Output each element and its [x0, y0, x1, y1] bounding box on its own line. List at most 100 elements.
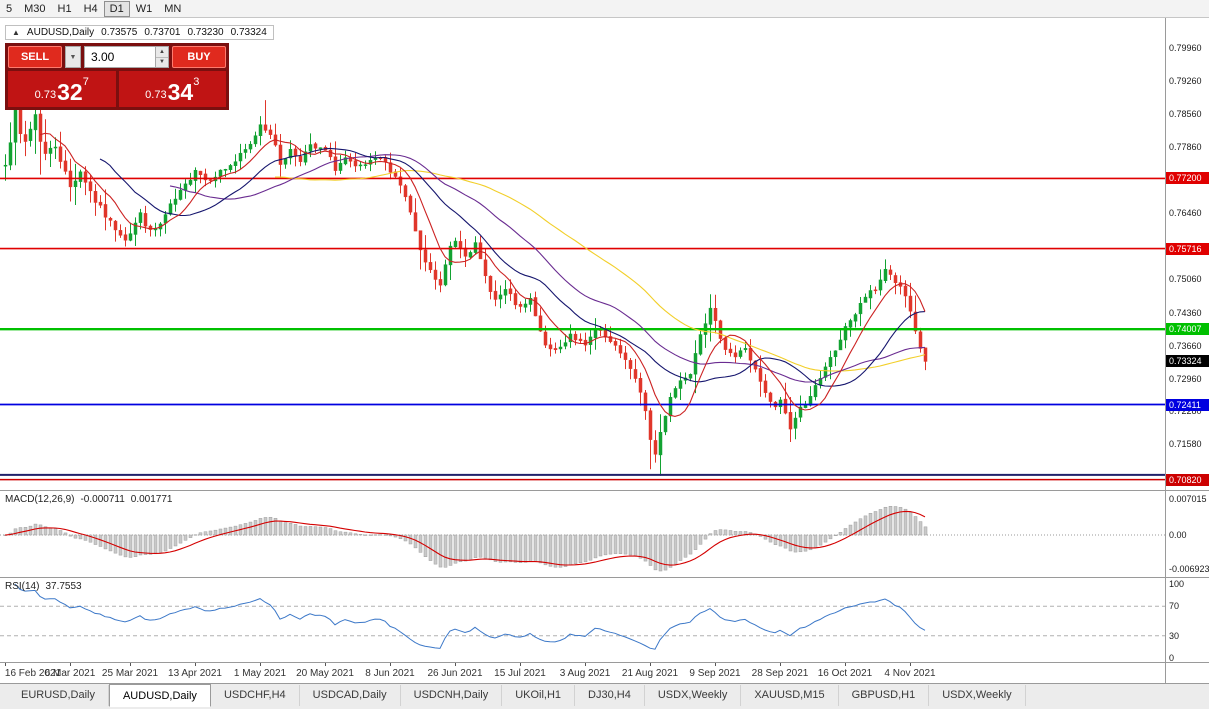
timeframe-button-5[interactable]: 5: [6, 2, 13, 15]
macd-histogram-bar: [818, 534, 823, 546]
date-tick: [780, 663, 781, 666]
ohlc-high: 0.73701: [144, 27, 181, 38]
macd-histogram-bar: [558, 534, 563, 568]
date-label: 26 Jun 2021: [427, 668, 483, 679]
candle-body: [33, 114, 38, 131]
timeframe-button-W1[interactable]: W1: [135, 2, 153, 15]
candle-body: [53, 146, 58, 149]
candle-body: [538, 315, 543, 332]
price-line-badge: 0.75716: [1166, 242, 1209, 255]
date-label: 16 Oct 2021: [817, 668, 873, 679]
chart-tab-ukoil-h1[interactable]: UKOil,H1: [502, 685, 576, 706]
stepper-down-icon[interactable]: ▼: [156, 57, 168, 67]
price-chart-plot[interactable]: [0, 18, 1165, 490]
macd-plot[interactable]: [0, 491, 1165, 577]
buy-button[interactable]: BUY: [172, 46, 226, 68]
symbol-label: AUDUSD,Daily: [26, 27, 95, 38]
candle-body: [333, 156, 338, 171]
one-click-trade-widget: SELL ▼ 3.00 ▲ ▼ BUY 0.73 32 7: [5, 43, 229, 110]
macd-histogram-bar: [503, 534, 508, 563]
macd-histogram-bar: [523, 534, 528, 563]
macd-histogram-bar: [323, 527, 328, 536]
moving-average-line: [39, 132, 926, 417]
candle-body: [453, 240, 458, 247]
date-tick: [70, 663, 71, 666]
macd-histogram-bar: [578, 534, 583, 563]
chart-tab-eurusd-daily[interactable]: EURUSD,Daily: [8, 685, 109, 706]
chart-tab-dj30-h4[interactable]: DJ30,H4: [575, 685, 645, 706]
macd-histogram-bar: [668, 534, 673, 568]
timeframe-button-M30[interactable]: M30: [24, 2, 46, 15]
candle-body: [688, 374, 693, 379]
macd-histogram-bar: [688, 534, 693, 555]
chart-tab-gbpusd-h1[interactable]: GBPUSD,H1: [839, 685, 930, 706]
candle-body: [278, 144, 283, 165]
candle-body: [708, 307, 713, 325]
chart-tab-xauusd-m15[interactable]: XAUUSD,M15: [741, 685, 839, 706]
candle-body: [123, 234, 128, 241]
sell-button[interactable]: SELL: [8, 46, 62, 68]
candle-body: [758, 368, 763, 382]
macd-histogram-bar: [823, 534, 828, 543]
chart-tab-usdx-weekly[interactable]: USDX,Weekly: [645, 685, 742, 706]
candle-body: [423, 249, 428, 263]
candle-body: [218, 169, 223, 177]
candle-body: [653, 440, 658, 455]
macd-histogram-bar: [128, 534, 133, 558]
candle-body: [268, 129, 273, 135]
chart-tab-usdchf-h4[interactable]: USDCHF,H4: [211, 685, 300, 706]
rsi-header: RSI(14) 37.7553: [5, 581, 82, 592]
volume-value[interactable]: 3.00: [91, 50, 115, 64]
macd-histogram-bar: [658, 534, 663, 572]
candle-body: [728, 348, 733, 354]
volume-input[interactable]: 3.00 ▲ ▼: [84, 46, 169, 68]
macd-histogram-bar: [78, 534, 83, 540]
chart-tab-usdx-weekly[interactable]: USDX,Weekly: [929, 685, 1026, 706]
candle-body: [83, 171, 88, 183]
bid-price-button[interactable]: 0.73 32 7: [8, 71, 116, 107]
timeframe-button-D1[interactable]: D1: [103, 0, 130, 17]
bid-ask-row: 0.73 32 7 0.73 34 3: [8, 71, 226, 107]
current-price-badge: 0.73324: [1166, 355, 1209, 368]
date-tick: [650, 663, 651, 666]
timeframe-button-H1[interactable]: H1: [57, 2, 72, 15]
macd-histogram-bar: [328, 528, 333, 536]
chart-tab-audusd-daily[interactable]: AUDUSD,Daily: [108, 684, 211, 707]
rsi-panel: RSI(14) 37.7553 100 70 30 0: [0, 577, 1209, 663]
candle-body: [28, 128, 33, 141]
candle-body: [78, 171, 83, 182]
macd-histogram-bar: [673, 534, 678, 565]
macd-histogram-bar: [618, 534, 623, 554]
macd-histogram-bar: [368, 534, 373, 536]
chart-tab-usdcad-daily[interactable]: USDCAD,Daily: [300, 685, 401, 706]
macd-histogram-bar: [703, 534, 708, 540]
volume-dropdown-button[interactable]: ▼: [65, 46, 81, 68]
candle-body: [913, 311, 918, 332]
ask-price-button[interactable]: 0.73 34 3: [118, 71, 226, 107]
candle-body: [23, 134, 28, 142]
candle-body: [418, 230, 423, 251]
macd-value-signal: 0.001771: [130, 494, 173, 505]
macd-histogram-bar: [678, 534, 683, 561]
timeframe-button-MN[interactable]: MN: [164, 2, 182, 15]
candle-body: [238, 152, 243, 162]
rsi-plot[interactable]: [0, 578, 1165, 662]
timeframe-button-H4[interactable]: H4: [83, 2, 98, 15]
chart-tab-usdcnh-daily[interactable]: USDCNH,Daily: [401, 685, 503, 706]
collapse-arrow-icon[interactable]: ▲: [12, 28, 20, 37]
stepper-up-icon[interactable]: ▲: [156, 47, 168, 58]
candle-body: [88, 181, 93, 192]
macd-histogram-bar: [438, 534, 443, 568]
date-tick: [520, 663, 521, 666]
candle-body: [893, 275, 898, 283]
candle-body: [493, 290, 498, 300]
candle-body: [553, 348, 558, 351]
macd-histogram-bar: [488, 534, 493, 561]
candle-body: [478, 242, 483, 260]
macd-histogram-bar: [573, 534, 578, 565]
rsi-value: 37.7553: [45, 581, 82, 592]
macd-header: MACD(12,26,9) -0.000711 0.001771: [5, 494, 172, 505]
candle-body: [108, 217, 113, 221]
macd-histogram-bar: [698, 534, 703, 545]
macd-histogram-bar: [403, 534, 408, 542]
